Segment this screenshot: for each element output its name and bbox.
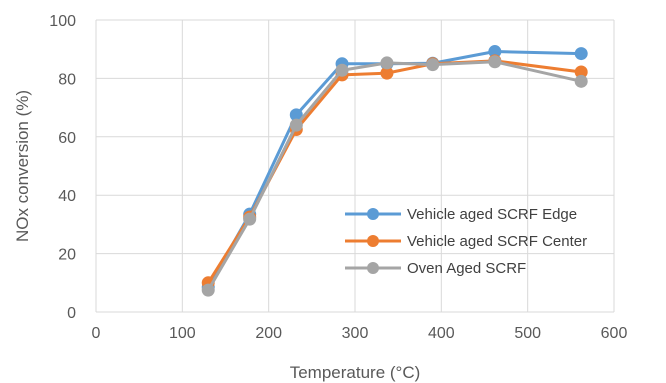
data-point xyxy=(380,56,394,70)
legend-label: Vehicle aged SCRF Edge xyxy=(407,206,577,223)
legend-label: Vehicle aged SCRF Center xyxy=(407,233,587,250)
x-tick-label: 600 xyxy=(601,325,628,342)
data-point xyxy=(201,283,215,297)
x-axis-ticks: 0 100 200 300 400 500 600 xyxy=(92,325,628,342)
y-tick-label: 0 xyxy=(67,305,76,322)
x-tick-label: 500 xyxy=(514,325,541,342)
y-tick-label: 100 xyxy=(49,13,76,30)
x-tick-label: 200 xyxy=(255,325,282,342)
legend-item: Oven Aged SCRF xyxy=(345,260,526,277)
x-tick-label: 300 xyxy=(342,325,369,342)
legend-swatch-marker xyxy=(367,235,379,247)
data-point xyxy=(426,58,440,72)
data-point xyxy=(574,47,588,61)
series-line xyxy=(206,50,582,288)
y-axis-label: NOx conversion (%) xyxy=(13,90,32,242)
series-1 xyxy=(201,45,588,294)
series-line xyxy=(206,60,582,291)
x-tick-label: 100 xyxy=(169,325,196,342)
data-point xyxy=(488,55,502,69)
legend: Vehicle aged SCRF Edge Vehicle aged SCRF … xyxy=(345,206,587,277)
data-point xyxy=(289,108,303,122)
legend-swatch-marker xyxy=(367,262,379,274)
series-lines xyxy=(201,45,588,297)
legend-swatch-marker xyxy=(367,208,379,220)
data-point xyxy=(488,45,502,59)
data-point xyxy=(574,74,588,88)
data-point xyxy=(380,66,394,80)
x-tick-label: 0 xyxy=(92,325,101,342)
y-tick-label: 40 xyxy=(58,188,76,205)
series-3 xyxy=(201,55,588,297)
x-axis-label: Temperature (°C) xyxy=(290,363,421,382)
y-tick-label: 60 xyxy=(58,130,76,147)
data-point xyxy=(335,63,349,77)
y-axis-ticks: 0 20 40 60 80 100 xyxy=(49,13,76,322)
data-point xyxy=(243,212,257,226)
x-tick-label: 400 xyxy=(428,325,455,342)
legend-item: Vehicle aged SCRF Edge xyxy=(345,206,577,223)
legend-item: Vehicle aged SCRF Center xyxy=(345,233,587,250)
legend-label: Oven Aged SCRF xyxy=(407,260,526,277)
data-point xyxy=(289,118,303,132)
y-tick-label: 80 xyxy=(58,71,76,88)
data-point xyxy=(574,65,588,79)
y-tick-label: 20 xyxy=(58,247,76,264)
